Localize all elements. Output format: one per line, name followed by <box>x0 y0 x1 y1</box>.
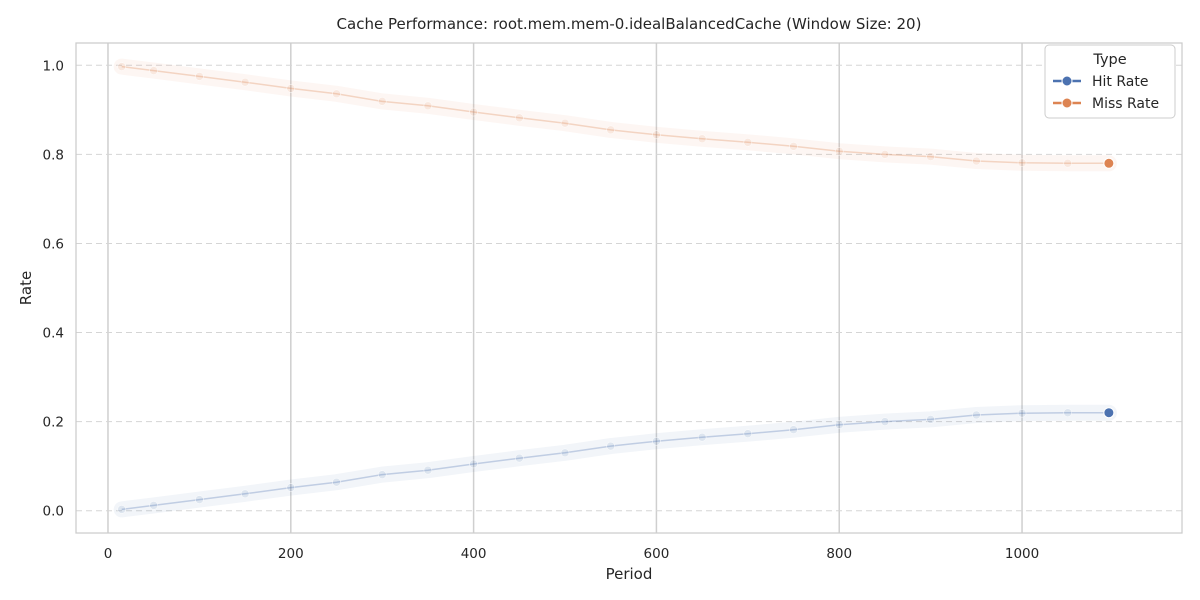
legend-entries: Hit Rate Miss Rate <box>1053 74 1159 112</box>
legend: Type Hit Rate Miss Rate <box>1044 44 1176 119</box>
y-tick-label-0: 0.0 <box>43 504 64 520</box>
miss-rate-point-16 <box>834 146 844 156</box>
legend-box <box>1044 44 1176 119</box>
hit-rate-point-14 <box>743 429 753 438</box>
miss-rate-point-4 <box>286 84 296 93</box>
hit-rate-point-13 <box>697 432 707 442</box>
y-tick-label-4: 0.8 <box>43 147 64 163</box>
x-tick-label-3: 600 <box>644 546 670 562</box>
grid-layer <box>76 43 1182 533</box>
miss-rate-point-6 <box>377 97 387 106</box>
hit-rate-line <box>121 411 1109 511</box>
hit-rate-point-0 <box>117 505 126 514</box>
y-tick-label-1: 0.2 <box>43 415 64 431</box>
hit-rate-point-4 <box>286 483 296 492</box>
hit-rate-point-9 <box>515 453 524 463</box>
x-tick-label-0: 0 <box>104 546 113 562</box>
miss-rate-point-22 <box>1103 157 1115 169</box>
miss-rate-point-11 <box>606 125 615 135</box>
miss-rate-point-19 <box>972 156 981 166</box>
miss-rate-point-0 <box>117 62 126 71</box>
miss-rate-point-2 <box>195 72 204 81</box>
miss-rate-point-9 <box>515 113 524 123</box>
hit-rate-point-21 <box>1063 408 1072 417</box>
hit-rate-point-2 <box>195 495 204 504</box>
y-axis-label: Rate <box>17 271 35 305</box>
hit-rate-band <box>113 404 1117 518</box>
y-tick-label-2: 0.4 <box>43 326 64 342</box>
y-tick-label-5: 1.0 <box>43 58 64 74</box>
plot-frame <box>75 42 1183 534</box>
miss-rate-point-15 <box>789 142 798 151</box>
miss-rate-point-14 <box>743 138 753 147</box>
miss-rate-point-10 <box>560 118 570 128</box>
miss-rate-point-17 <box>880 150 890 159</box>
hit-rate-point-16 <box>834 420 844 430</box>
y-tick-label-3: 0.6 <box>43 236 64 252</box>
miss-rate-point-21 <box>1063 159 1072 168</box>
hit-rate-point-20 <box>1017 408 1027 418</box>
hit-rate-point-7 <box>423 465 433 475</box>
hit-rate-point-6 <box>377 470 387 479</box>
x-tick-label-1: 200 <box>278 546 304 562</box>
series-layer <box>113 58 1117 518</box>
hit-rate-point-19 <box>972 410 981 420</box>
miss-rate-point-7 <box>423 101 433 111</box>
hit-rate-point-22 <box>1103 407 1115 419</box>
hit-rate-point-10 <box>560 448 570 458</box>
hit-rate-point-11 <box>606 441 615 451</box>
legend-swatch-marker-hit-rate <box>1061 75 1073 87</box>
miss-rate-point-1 <box>149 66 158 75</box>
hit-rate-point-3 <box>240 489 250 499</box>
legend-title: Type <box>1092 52 1126 68</box>
miss-rate-point-3 <box>240 77 250 87</box>
hit-rate-point-17 <box>880 417 890 426</box>
legend-swatch-marker-miss-rate <box>1061 97 1073 109</box>
miss-rate-point-18 <box>926 152 935 161</box>
miss-rate-point-20 <box>1017 158 1027 168</box>
x-tick-label-5: 1000 <box>1005 546 1039 562</box>
x-axis-label: Period <box>606 565 653 583</box>
legend-entry-hit-rate: Hit Rate <box>1092 74 1148 90</box>
hit-rate-point-1 <box>149 501 158 510</box>
miss-rate-band <box>113 58 1117 172</box>
miss-rate-point-13 <box>697 134 707 144</box>
hit-rate-point-5 <box>332 477 341 487</box>
legend-entry-miss-rate: Miss Rate <box>1092 96 1159 112</box>
hit-rate-point-15 <box>789 425 798 434</box>
miss-rate-line <box>121 65 1109 165</box>
miss-rate-point-5 <box>332 89 341 99</box>
hit-rate-point-12 <box>652 436 661 446</box>
miss-rate-point-8 <box>469 107 478 117</box>
miss-rate-point-12 <box>652 130 661 140</box>
hit-rate-point-8 <box>469 459 478 469</box>
axes-layer: 0 200 400 600 800 1000 0.0 0.2 0.4 0.6 0.8 1.0 <box>43 42 1183 562</box>
x-tick-label-4: 800 <box>826 546 852 562</box>
chart-title: Cache Performance: root.mem.mem-0.idealB… <box>337 15 922 33</box>
hit-rate-point-18 <box>926 415 935 424</box>
x-tick-label-2: 400 <box>461 546 487 562</box>
